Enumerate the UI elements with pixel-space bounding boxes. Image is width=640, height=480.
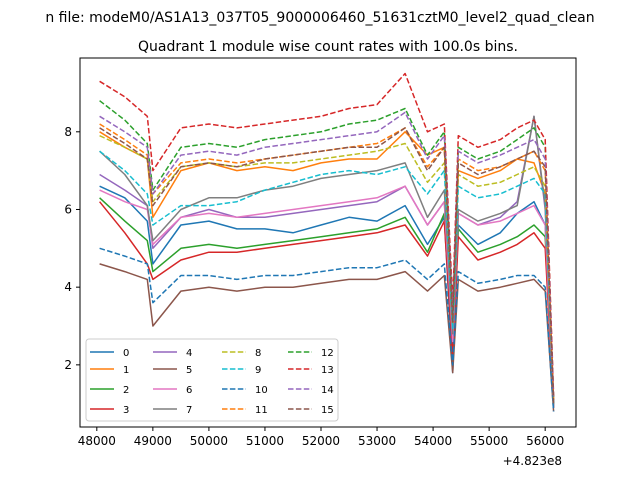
y-tick-label: 6 <box>64 202 72 216</box>
legend-label-5: 5 <box>186 365 192 376</box>
legend-label-1: 1 <box>123 365 129 376</box>
figure-suptitle: n file: modeM0/AS1A13_037T05_9000006460_… <box>45 10 594 26</box>
series-line-4 <box>99 115 555 408</box>
y-tick-label: 8 <box>64 125 72 139</box>
x-tick-label: 56000 <box>526 434 564 448</box>
legend-label-9: 9 <box>255 365 261 376</box>
x-tick-label: 49000 <box>134 434 172 448</box>
legend-label-7: 7 <box>186 405 192 416</box>
series-line-1 <box>99 131 555 404</box>
legend-label-0: 0 <box>123 348 129 359</box>
series-line-11 <box>99 123 555 400</box>
legend-label-13: 13 <box>321 365 334 376</box>
legend-label-8: 8 <box>255 348 261 359</box>
legend-label-6: 6 <box>186 385 192 396</box>
series-layer <box>99 72 555 412</box>
series-line-15 <box>99 127 555 404</box>
legend-label-4: 4 <box>186 348 192 359</box>
series-line-7 <box>99 115 555 408</box>
x-offset-label: +4.823e8 <box>503 454 562 468</box>
y-tick-label: 2 <box>64 358 72 372</box>
legend-frame <box>85 338 339 422</box>
series-line-6 <box>99 185 555 408</box>
series-line-9 <box>99 150 555 404</box>
tick-layer: 48000 49000 50000 51000 52000 53000 54000 55000… <box>64 125 564 448</box>
series-line-10 <box>99 247 555 412</box>
y-tick-label: 4 <box>64 280 72 294</box>
x-tick-label: 53000 <box>358 434 396 448</box>
legend-label-2: 2 <box>123 385 129 396</box>
legend-label-12: 12 <box>321 348 334 359</box>
x-tick-label: 55000 <box>470 434 508 448</box>
chart-title: Quadrant 1 module wise count rates with … <box>138 39 518 55</box>
series-line-12 <box>99 100 555 400</box>
series-line-0 <box>99 185 555 408</box>
legend-label-3: 3 <box>123 405 129 416</box>
x-tick-label: 48000 <box>78 434 116 448</box>
legend-label-14: 14 <box>321 385 334 396</box>
x-tick-label: 52000 <box>302 434 340 448</box>
x-tick-label: 54000 <box>414 434 452 448</box>
plot-area: 48000 49000 50000 51000 52000 53000 54000 55000… <box>64 57 577 448</box>
legend-label-11: 11 <box>255 405 268 416</box>
series-line-13 <box>99 72 555 396</box>
series-line-5 <box>99 263 555 412</box>
legend-label-10: 10 <box>255 385 268 396</box>
x-tick-label: 50000 <box>190 434 228 448</box>
series-line-14 <box>99 111 555 400</box>
legend-label-15: 15 <box>321 405 334 416</box>
x-tick-label: 51000 <box>246 434 284 448</box>
axes-frame <box>79 57 577 428</box>
series-line-3 <box>99 201 555 408</box>
series-line-2 <box>99 197 555 408</box>
